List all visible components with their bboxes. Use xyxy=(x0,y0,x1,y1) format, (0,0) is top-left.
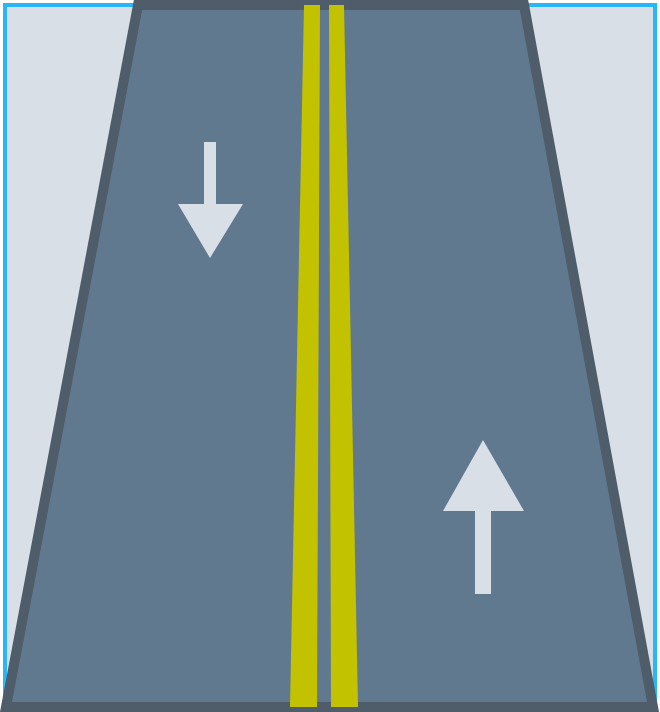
arrow-down-shaft xyxy=(204,142,216,206)
arrow-up-icon xyxy=(443,440,524,594)
arrow-down-head xyxy=(178,204,243,258)
arrow-up-head xyxy=(443,440,524,511)
arrow-down-icon xyxy=(178,142,243,258)
center-line-right xyxy=(329,5,358,707)
center-double-line xyxy=(290,5,358,707)
arrow-up-shaft xyxy=(475,509,491,594)
center-line-left xyxy=(290,5,320,707)
